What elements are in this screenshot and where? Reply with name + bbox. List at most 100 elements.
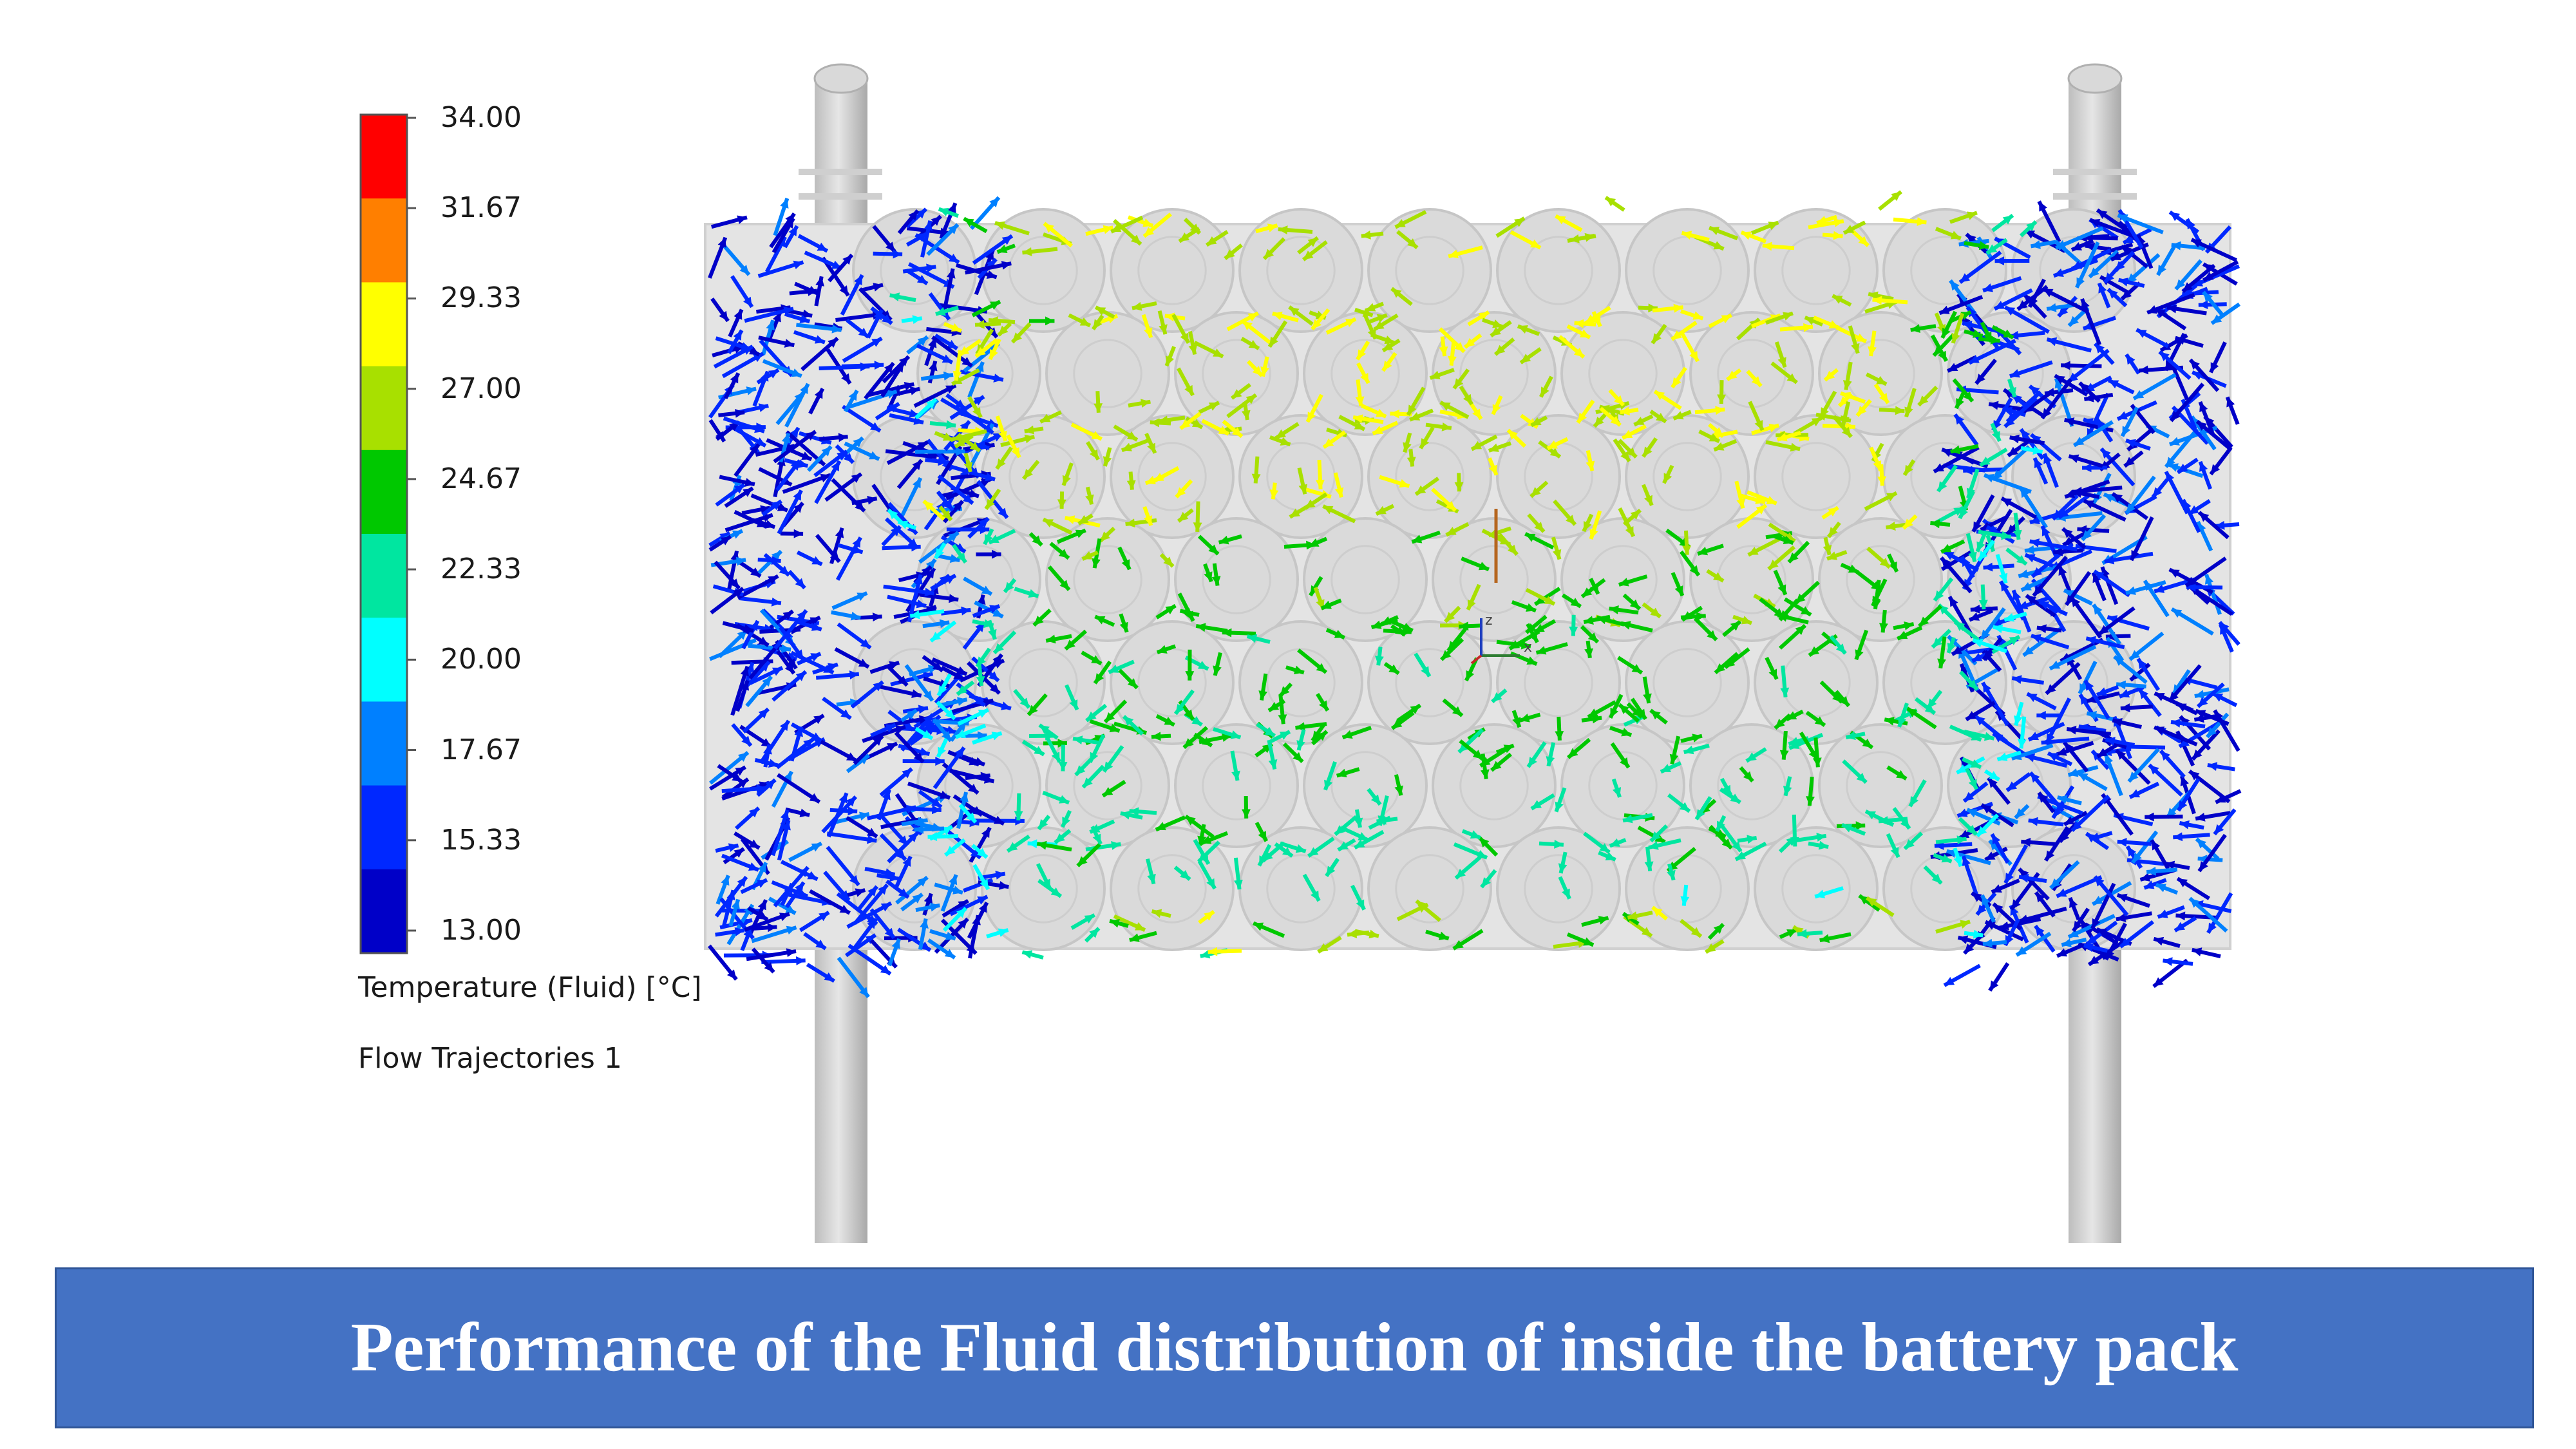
flow-arrow-head — [1231, 770, 1240, 781]
flow-arrow-head — [2130, 650, 2140, 659]
flow-arrow-head — [2195, 710, 2206, 719]
flow-arrow-head — [1715, 663, 1725, 673]
flow-arrow-head — [858, 327, 869, 337]
flow-arrow-head — [2083, 500, 2094, 509]
flow-arrow-head — [831, 460, 840, 471]
battery-cell — [1303, 517, 1428, 642]
flow-arrow-head — [1814, 716, 1825, 726]
legend-frame — [359, 113, 408, 954]
flow-arrow-head — [1466, 670, 1475, 681]
flow-arrow-head — [1234, 879, 1243, 890]
flow-arrow-head — [1361, 230, 1371, 240]
flow-arrow-head — [2001, 531, 2011, 540]
flow-arrow-head — [1455, 868, 1466, 878]
flow-arrow-head — [2039, 201, 2047, 212]
flow-arrow-head — [790, 428, 799, 439]
flow-arrow-head — [2048, 753, 2059, 762]
flow-arrow-head — [2199, 461, 2208, 472]
flow-arrow-head — [1909, 796, 1919, 807]
flow-arrow-head — [1051, 752, 1060, 762]
flow-arrow-head — [2090, 219, 2101, 228]
flow-arrow-head — [1307, 238, 1318, 247]
flow-arrow-head — [1058, 549, 1069, 558]
battery-cell-cap — [1202, 339, 1271, 408]
flow-arrow-head — [2117, 411, 2128, 420]
flow-arrow-head — [841, 373, 850, 384]
flow-arrow-head — [865, 934, 876, 944]
flow-arrow-head — [2003, 329, 2014, 338]
flow-arrow-head — [734, 927, 744, 936]
flow-arrow-head — [914, 574, 923, 585]
flow-arrow-head — [1896, 770, 1907, 779]
flow-arrow-head — [954, 399, 965, 409]
battery-cell-cap — [1524, 648, 1593, 717]
flow-arrow-head — [1316, 663, 1327, 673]
flow-arrow-head — [1841, 426, 1852, 437]
flow-arrow-head — [2095, 343, 2105, 354]
flow-arrow-head — [1147, 442, 1155, 453]
flow-arrow-head — [1293, 665, 1304, 674]
flow-arrow-head — [2097, 748, 2108, 757]
flow-arrow-head — [1197, 835, 1206, 846]
flow-arrow-head — [813, 715, 824, 724]
flow-arrow-head — [1142, 218, 1153, 227]
flow-arrow-head — [2105, 753, 2114, 764]
flow-arrow-head — [1372, 426, 1383, 434]
flow-arrow-head — [1964, 943, 1975, 954]
flow-arrow-head — [1824, 370, 1835, 381]
legend-band — [361, 785, 407, 870]
flow-arrow-head — [902, 768, 912, 779]
flow-arrow-head — [1967, 211, 1977, 220]
flow-arrow-head — [1121, 442, 1132, 451]
flow-arrow-head — [1786, 929, 1797, 938]
battery-cell — [1496, 826, 1621, 951]
flow-arrow-head — [909, 386, 920, 395]
flow-arrow-head — [1163, 556, 1173, 567]
flow-arrow-head — [1005, 582, 1014, 592]
flow-arrow-head — [1119, 621, 1128, 632]
flow-arrow-head — [777, 502, 788, 511]
flow-arrow-head — [1108, 664, 1119, 673]
flow-arrow-head — [1828, 320, 1839, 329]
flow-arrow-head — [772, 312, 781, 323]
flow-arrow-head — [981, 828, 990, 838]
flow-arrow-head — [2101, 567, 2110, 578]
flow-arrow-head — [1186, 816, 1196, 826]
flow-arrow-head — [1298, 484, 1308, 495]
battery-cell — [1625, 208, 1750, 333]
flow-arrow-head — [1879, 623, 1888, 633]
flow-arrow-head — [867, 835, 877, 844]
flow-arrow-head — [2050, 878, 2061, 889]
battery-cell-cap — [1009, 648, 1078, 717]
flow-arrow-head — [1089, 449, 1099, 460]
flow-arrow-head — [1023, 468, 1033, 479]
flow-arrow-head — [2061, 938, 2072, 947]
flow-arrow-head — [734, 484, 744, 494]
flow-arrow-head — [787, 658, 797, 669]
flow-arrow-head — [734, 848, 744, 858]
flow-arrow-head — [2020, 488, 2030, 498]
flow-arrow-head — [990, 301, 1001, 310]
flow-arrow-head — [1193, 522, 1202, 532]
flow-arrow-head — [782, 820, 791, 831]
flow-arrow-head — [1338, 841, 1349, 850]
flow-arrow-head — [2136, 329, 2147, 338]
flow-arrow-head — [924, 587, 934, 597]
legend-tick-label: 27.00 — [440, 372, 522, 405]
flow-arrow-head — [1955, 621, 1965, 631]
flow-arrow-head — [1873, 460, 1882, 471]
flow-arrow-head — [1282, 847, 1293, 857]
legend-tick-label: 20.00 — [440, 643, 522, 676]
flow-arrow-head — [1091, 655, 1102, 664]
flow-arrow-head — [2025, 554, 2036, 563]
flow-arrow-head — [904, 381, 914, 391]
flow-arrow-head — [1090, 752, 1099, 762]
flow-arrow-head — [2175, 911, 2186, 921]
flow-arrow-head — [1966, 234, 1976, 244]
flow-arrow-head — [1952, 646, 1963, 655]
flow-arrow-head — [2097, 210, 2108, 220]
battery-cell-cap — [1009, 236, 1078, 305]
flow-arrow-head — [1889, 561, 1897, 572]
flow-arrow-head — [1123, 716, 1134, 726]
flow-arrow-head — [1206, 236, 1217, 245]
